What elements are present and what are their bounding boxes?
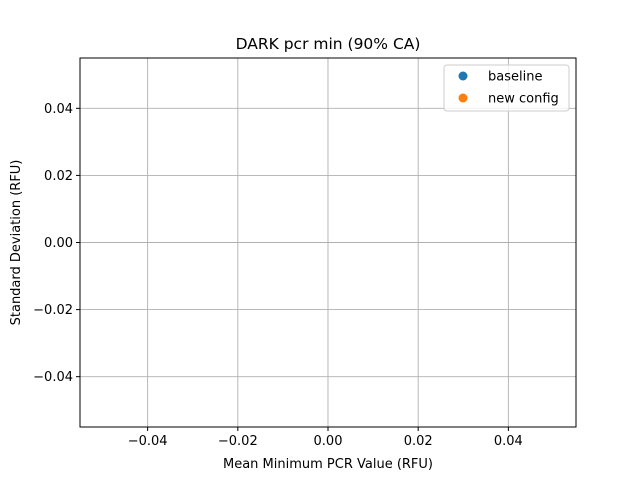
legend-marker-baseline bbox=[458, 71, 468, 81]
x-axis-label: Mean Minimum PCR Value (RFU) bbox=[223, 457, 433, 472]
x-tick-label: −0.02 bbox=[218, 434, 258, 449]
legend: baseline new config bbox=[443, 64, 570, 112]
y-tick-label: 0.00 bbox=[44, 236, 73, 251]
legend-label-new-config: new config bbox=[488, 92, 559, 107]
y-tick-label: 0.04 bbox=[44, 102, 73, 117]
y-tick-label: −0.02 bbox=[33, 303, 73, 318]
x-tick-label: −0.04 bbox=[128, 434, 168, 449]
x-axis-ticks: −0.04 −0.02 0.00 0.02 0.04 bbox=[128, 427, 523, 449]
chart-title: DARK pcr min (90% CA) bbox=[236, 35, 421, 53]
x-tick-label: 0.02 bbox=[404, 434, 433, 449]
legend-label-baseline: baseline bbox=[488, 70, 542, 85]
y-axis-ticks: −0.04 −0.02 0.00 0.02 0.04 bbox=[33, 102, 80, 385]
y-tick-label: −0.04 bbox=[33, 370, 73, 385]
legend-box bbox=[443, 64, 570, 112]
x-tick-label: 0.04 bbox=[494, 434, 523, 449]
x-tick-label: 0.00 bbox=[314, 434, 343, 449]
legend-marker-new-config bbox=[458, 93, 468, 103]
y-tick-label: 0.02 bbox=[44, 169, 73, 184]
y-axis-label: Standard Deviation (RFU) bbox=[9, 160, 24, 326]
